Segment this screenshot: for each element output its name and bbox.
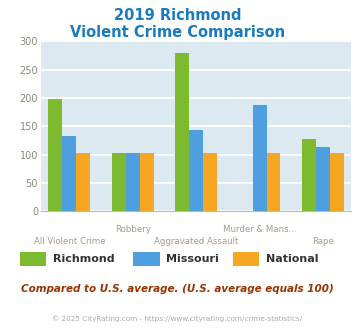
Text: All Violent Crime: All Violent Crime xyxy=(33,237,105,246)
Text: Murder & Mans...: Murder & Mans... xyxy=(223,225,296,234)
Bar xyxy=(112,153,126,211)
Bar xyxy=(316,147,330,211)
Bar xyxy=(189,130,203,211)
Bar xyxy=(267,153,280,211)
Text: Compared to U.S. average. (U.S. average equals 100): Compared to U.S. average. (U.S. average … xyxy=(21,284,334,294)
Bar xyxy=(203,153,217,211)
Bar xyxy=(175,53,189,211)
Text: National: National xyxy=(266,254,318,264)
Bar xyxy=(302,139,316,211)
Bar xyxy=(48,99,62,211)
Bar xyxy=(76,153,90,211)
Text: © 2025 CityRating.com - https://www.cityrating.com/crime-statistics/: © 2025 CityRating.com - https://www.city… xyxy=(53,315,302,322)
Text: 2019 Richmond: 2019 Richmond xyxy=(114,8,241,23)
Bar xyxy=(140,153,154,211)
Text: Richmond: Richmond xyxy=(53,254,114,264)
Text: Violent Crime Comparison: Violent Crime Comparison xyxy=(70,25,285,40)
Bar xyxy=(330,153,344,211)
Bar xyxy=(62,136,76,211)
Text: Rape: Rape xyxy=(312,237,334,246)
Text: Robbery: Robbery xyxy=(115,225,151,234)
Text: Aggravated Assault: Aggravated Assault xyxy=(154,237,238,246)
Bar xyxy=(252,105,267,211)
Text: Missouri: Missouri xyxy=(166,254,219,264)
Bar xyxy=(126,153,140,211)
